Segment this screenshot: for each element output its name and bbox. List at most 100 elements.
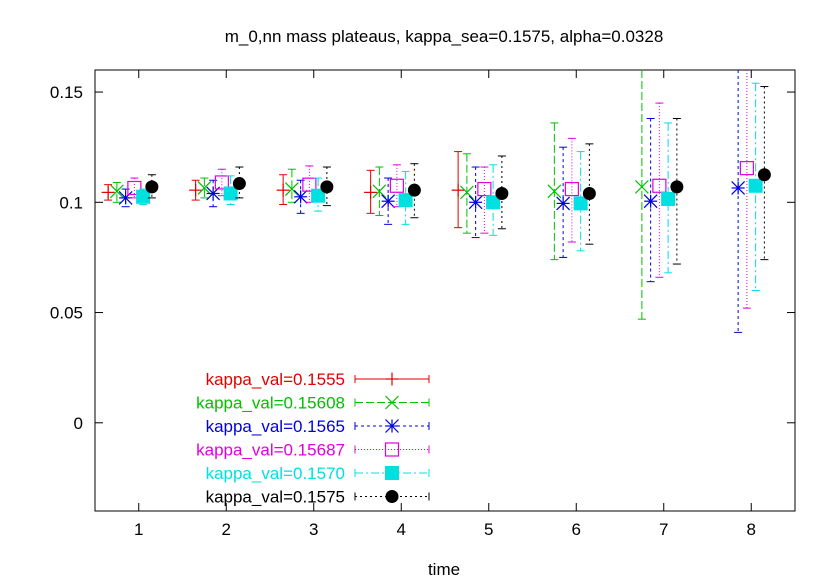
point-marker: [731, 181, 746, 195]
point-marker: [643, 194, 658, 209]
data-point: [661, 122, 676, 274]
point-marker: [547, 184, 562, 199]
data-point: [118, 188, 133, 208]
point-marker: [407, 183, 421, 197]
point-marker: [320, 180, 334, 194]
data-point: [486, 164, 501, 236]
data-point: [381, 177, 396, 225]
point-marker: [477, 181, 492, 197]
data-point: [293, 179, 308, 214]
x-tick-label: 6: [572, 520, 581, 539]
data-point: [145, 174, 159, 199]
legend-entry-2: kappa_val=0.15608: [196, 394, 430, 413]
legend-marker: [385, 466, 399, 480]
point-marker: [582, 186, 596, 200]
point-marker: [389, 178, 404, 193]
legend-label: kappa_val=0.1565: [206, 417, 345, 436]
series-4: [127, 70, 754, 309]
point-marker: [564, 181, 579, 197]
x-tick-label: 4: [397, 520, 406, 539]
y-tick-label: 0.15: [50, 83, 83, 102]
point-marker: [381, 194, 396, 209]
data-point: [739, 70, 754, 309]
y-tick-label: 0: [74, 414, 83, 433]
point-marker: [398, 193, 413, 208]
point-marker: [573, 196, 588, 211]
series-2: [109, 70, 649, 320]
point-marker: [127, 180, 142, 196]
point-marker: [739, 161, 754, 176]
point-marker: [118, 190, 133, 205]
legend-entry-4: kappa_val=0.15687: [196, 441, 430, 460]
y-tick-label: 0.05: [50, 304, 83, 323]
data-point: [468, 166, 483, 239]
point-marker: [468, 195, 483, 210]
axis-ticks: 1 2 3 4 5 6 7 8 0 0.05 0.1 0.15: [50, 70, 795, 539]
legend-label: kappa_val=0.15687: [196, 441, 345, 460]
point-marker: [276, 183, 290, 197]
data-point: [398, 170, 413, 225]
point-marker: [556, 196, 571, 211]
legend-label: kappa_val=0.15608: [196, 394, 345, 413]
legend-entry-1: kappa_val=0.1555: [206, 370, 430, 389]
data-series: [101, 70, 771, 333]
point-marker: [214, 175, 229, 190]
data-point: [582, 143, 596, 245]
point-marker: [495, 186, 509, 200]
y-tick-label: 0.1: [59, 193, 83, 212]
point-marker: [145, 180, 159, 194]
point-marker: [189, 183, 203, 197]
point-marker: [197, 181, 212, 195]
legend: kappa_val=0.1555 kappa_val=0.15608 kappa_v…: [196, 370, 430, 507]
point-marker: [748, 178, 763, 193]
point-marker: [757, 168, 771, 182]
data-point: [477, 166, 492, 234]
data-point: [407, 163, 421, 219]
point-marker: [232, 177, 246, 191]
point-marker: [652, 178, 667, 193]
data-point: [547, 122, 562, 261]
series-1: [101, 151, 465, 229]
chart-title: m_0,nn mass plateaus, kappa_sea=0.1575, …: [225, 27, 664, 46]
point-marker: [364, 185, 378, 199]
point-marker: [136, 189, 151, 204]
series-3: [118, 70, 746, 333]
data-point: [372, 166, 387, 217]
data-point: [109, 181, 124, 203]
point-marker: [634, 179, 649, 194]
series-5: [136, 82, 763, 291]
data-point: [284, 168, 299, 203]
point-marker: [284, 182, 299, 196]
point-marker: [311, 188, 326, 203]
point-marker: [101, 185, 115, 199]
legend-label: kappa_val=0.1555: [206, 370, 345, 389]
data-point: [232, 166, 246, 199]
point-marker: [109, 184, 124, 199]
legend-marker: [385, 419, 399, 433]
point-marker: [293, 189, 308, 204]
point-marker: [670, 180, 684, 194]
data-point: [320, 166, 334, 207]
x-tick-label: 2: [222, 520, 231, 539]
data-point: [556, 146, 571, 258]
data-point: [757, 86, 771, 261]
x-tick-label: 1: [134, 520, 143, 539]
point-marker: [223, 186, 238, 201]
legend-marker: [384, 442, 400, 457]
data-point: [495, 155, 509, 230]
data-point: [311, 177, 326, 212]
data-point: [652, 102, 667, 278]
legend-label: kappa_val=0.1575: [206, 488, 345, 507]
data-point: [223, 175, 238, 206]
data-point: [197, 177, 212, 199]
data-point: [127, 177, 142, 199]
data-point: [564, 137, 579, 243]
legend-entry-5: kappa_val=0.1570: [206, 464, 430, 483]
legend-label: kappa_val=0.1570: [206, 464, 345, 483]
point-marker: [486, 195, 501, 210]
legend-marker: [385, 395, 399, 410]
point-marker: [451, 183, 465, 197]
data-point: [731, 70, 746, 333]
x-tick-label: 7: [659, 520, 668, 539]
